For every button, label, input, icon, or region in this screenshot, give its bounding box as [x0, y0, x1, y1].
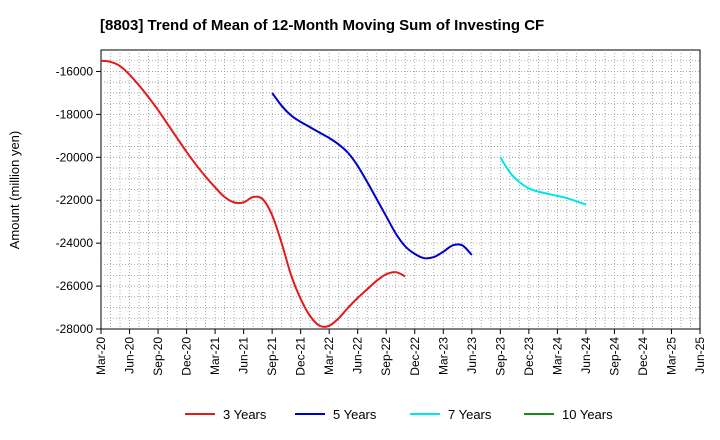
x-tick-label: Mar-24: [550, 337, 564, 375]
x-tick-label: Mar-25: [664, 337, 678, 375]
x-tick-label: Sep-20: [151, 337, 165, 376]
y-tick-label: -16000: [56, 64, 94, 78]
x-axis-ticks: Mar-20 Jun-20 Sep-20 Dec-20 Mar-21 Jun-21 Sep-…: [94, 329, 707, 376]
x-tick-label: Mar-23: [436, 337, 450, 375]
y-tick-label: -26000: [56, 279, 94, 293]
series-line-5-years: [271, 92, 473, 260]
x-tick-label: Jun-20: [123, 337, 137, 374]
x-tick-label: Mar-22: [322, 337, 336, 375]
x-tick-label: Dec-24: [636, 337, 650, 376]
y-tick-label: -18000: [56, 107, 94, 121]
x-tick-label: Mar-21: [208, 337, 222, 375]
x-tick-label: Mar-20: [94, 337, 108, 375]
legend-label: 5 Years: [333, 407, 377, 422]
legend: 3 Years 5 Years 7 Years 10 Years: [185, 407, 613, 422]
x-tick-label: Dec-22: [408, 337, 422, 376]
series-line-3-years: [100, 59, 406, 328]
x-tick-label: Sep-22: [379, 337, 393, 376]
y-axis-ticks: -16000 -18000 -20000 -22000 -24000 -26000 -280…: [56, 64, 101, 336]
series-group: [100, 59, 587, 328]
legend-label: 3 Years: [223, 407, 267, 422]
x-tick-label: Sep-24: [607, 337, 621, 376]
x-tick-label: Sep-21: [265, 337, 279, 376]
x-tick-label: Jun-23: [465, 337, 479, 374]
y-tick-label: -28000: [56, 322, 94, 336]
legend-label: 7 Years: [448, 407, 492, 422]
y-tick-label: -20000: [56, 150, 94, 164]
y-axis-label: Amount (million yen): [7, 131, 22, 250]
legend-label: 10 Years: [562, 407, 613, 422]
y-tick-label: -22000: [56, 193, 94, 207]
x-tick-label: Dec-21: [294, 337, 308, 376]
x-tick-label: Jun-21: [237, 337, 251, 374]
plot-area: [100, 49, 701, 330]
y-tick-label: -24000: [56, 236, 94, 250]
grid-lines: [101, 50, 700, 329]
x-tick-label: Dec-23: [522, 337, 536, 376]
chart-title: [8803] Trend of Mean of 12-Month Moving …: [100, 17, 544, 34]
x-tick-label: Jun-22: [351, 337, 365, 374]
x-tick-label: Jun-24: [579, 337, 593, 374]
series-line-7-years: [499, 156, 587, 206]
x-tick-label: Sep-23: [493, 337, 507, 376]
x-tick-label: Jun-25: [693, 337, 707, 374]
x-tick-label: Dec-20: [180, 337, 194, 376]
